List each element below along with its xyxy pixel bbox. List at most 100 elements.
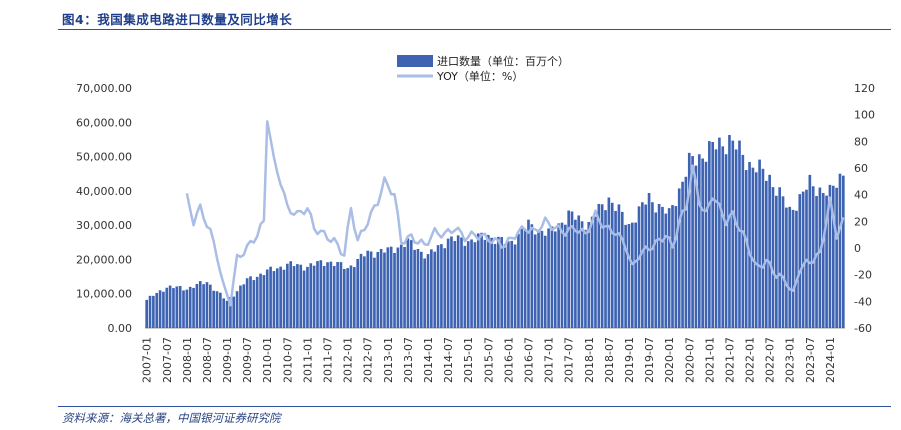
bar-mark xyxy=(456,235,460,328)
bar-mark xyxy=(781,196,785,328)
bar-mark xyxy=(359,253,363,328)
bar-mark xyxy=(664,213,668,328)
bar-mark xyxy=(339,262,343,328)
bar-mark xyxy=(376,251,380,328)
bar-mark xyxy=(808,174,812,328)
y-left-tick-label: 30,000.00 xyxy=(76,219,132,232)
x-tick-label: 2016-07 xyxy=(523,337,536,383)
bar-mark xyxy=(597,203,601,328)
y-right-tick-label: -60 xyxy=(854,322,872,335)
x-tick-label: 2011-07 xyxy=(322,337,335,383)
bar-mark xyxy=(761,168,765,328)
bar-mark xyxy=(426,254,430,328)
bar-mark xyxy=(148,295,152,328)
x-tick-label: 2012-01 xyxy=(342,337,355,383)
x-tick-label: 2010-07 xyxy=(281,337,294,383)
bar-mark xyxy=(403,247,406,328)
bar-mark xyxy=(624,224,627,328)
bar-mark xyxy=(198,281,202,328)
bar-mark xyxy=(728,135,731,328)
bar-mark xyxy=(145,299,148,328)
bar-mark xyxy=(748,161,751,328)
bar-mark xyxy=(637,206,641,328)
bar-mark xyxy=(697,154,701,328)
bar-mark xyxy=(778,187,782,328)
bar-mark xyxy=(594,216,597,328)
x-tick-label: 2007-01 xyxy=(141,337,154,383)
bar-mark xyxy=(527,219,530,328)
bar-mark xyxy=(292,266,296,328)
bar-mark xyxy=(701,158,704,328)
bar-mark xyxy=(497,236,500,328)
bar-mark xyxy=(299,264,303,328)
bar-mark xyxy=(165,287,169,328)
bar-mark xyxy=(245,278,249,328)
bar-mark xyxy=(185,289,189,328)
bar-mark xyxy=(302,270,306,328)
legend-bar-swatch xyxy=(397,55,433,67)
bar-mark xyxy=(634,222,637,328)
bar-mark xyxy=(600,204,604,328)
bar-mark xyxy=(647,193,651,328)
bar-mark xyxy=(443,248,447,328)
bar-mark xyxy=(282,269,286,328)
bar-mark xyxy=(262,275,266,328)
bar-mark xyxy=(674,206,678,328)
bar-mark xyxy=(215,291,219,328)
bar-mark xyxy=(815,196,818,328)
bar-mark xyxy=(764,180,768,328)
y-left-tick-label: 20,000.00 xyxy=(76,253,132,266)
bar-mark xyxy=(178,286,182,328)
bar-mark xyxy=(440,244,443,328)
bar-mark xyxy=(446,238,450,328)
x-tick-label: 2008-01 xyxy=(181,337,194,383)
bar-mark xyxy=(493,243,497,328)
bar-mark xyxy=(825,195,828,328)
bar-mark xyxy=(604,210,607,328)
bar-mark xyxy=(332,266,336,328)
bar-mark xyxy=(564,224,567,328)
bar-mark xyxy=(476,233,480,328)
bar-mark xyxy=(570,211,574,328)
x-tick-label: 2017-07 xyxy=(563,337,576,383)
bar-mark xyxy=(687,152,691,328)
bar-mark xyxy=(818,187,822,328)
bar-mark xyxy=(450,236,453,328)
y-left-tick-label: 60,000.00 xyxy=(76,116,132,129)
bar-mark xyxy=(373,257,376,328)
y-left-tick-label: 10,000.00 xyxy=(76,288,132,301)
bar-mark xyxy=(470,239,473,328)
y-right-tick-label: -20 xyxy=(854,269,872,282)
source-note: 资料来源：海关总署，中国银河证券研究院 xyxy=(62,411,281,425)
bar-mark xyxy=(490,237,493,328)
bar-mark xyxy=(801,191,805,328)
bar-mark xyxy=(744,170,748,328)
bar-mark xyxy=(168,285,172,328)
bar-mark xyxy=(396,247,400,328)
bar-mark xyxy=(708,141,711,328)
bar-mark xyxy=(721,146,725,328)
x-tick-label: 2022-07 xyxy=(764,337,777,383)
bar-mark xyxy=(775,195,778,328)
x-tick-label: 2011-01 xyxy=(301,337,314,383)
bar-mark xyxy=(557,223,560,328)
bar-mark xyxy=(751,167,755,328)
bar-mark xyxy=(279,266,282,328)
bar-mark xyxy=(584,229,587,328)
bar-mark xyxy=(503,244,507,328)
bar-mark xyxy=(486,234,490,328)
bar-mark xyxy=(366,250,370,328)
x-tick-label: 2024-01 xyxy=(824,337,837,383)
bar-mark xyxy=(842,175,845,328)
bar-mark xyxy=(718,137,721,328)
bar-mark xyxy=(219,292,222,328)
bar-mark xyxy=(225,300,229,328)
bar-mark xyxy=(754,172,758,328)
bar-mark xyxy=(838,173,842,328)
bar-mark xyxy=(835,187,838,328)
bar-mark xyxy=(336,262,339,328)
bar-mark xyxy=(249,276,252,328)
bar-mark xyxy=(423,258,426,328)
bar-mark xyxy=(342,269,346,328)
bar-mark xyxy=(383,252,386,328)
